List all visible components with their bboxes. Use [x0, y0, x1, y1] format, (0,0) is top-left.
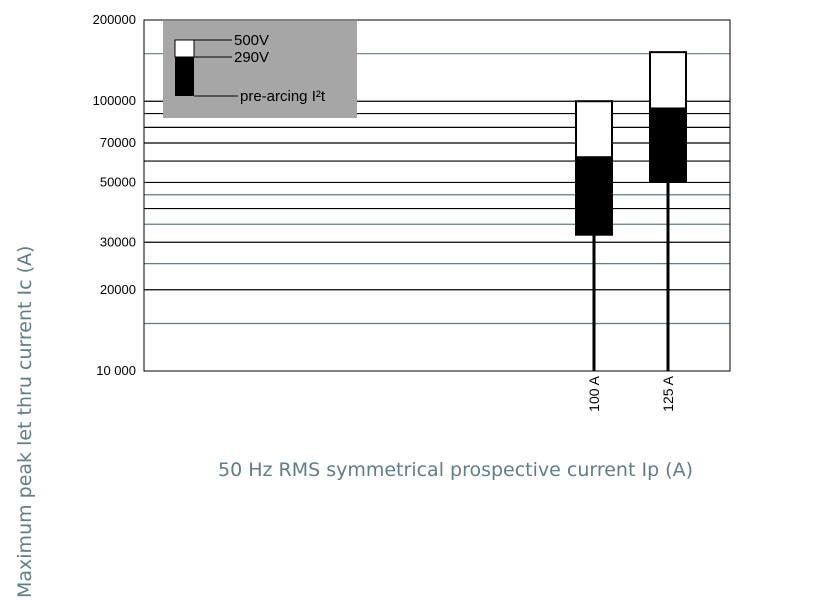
y-tick-label: 50000 — [100, 174, 136, 189]
plot-frame — [143, 19, 731, 372]
x-tick-label: 125 A — [660, 375, 676, 411]
x-axis-label: 50 Hz RMS symmetrical prospective curren… — [218, 459, 693, 481]
y-tick-label: 10 000 — [96, 363, 136, 378]
y-tick-label: 20000 — [100, 282, 136, 297]
bar-500v — [649, 51, 687, 110]
legend-label-500v: 500V — [234, 32, 269, 49]
x-tick-labels: 100 A 125 A — [586, 375, 676, 411]
bar-290v — [575, 156, 613, 236]
bar-290v — [649, 107, 687, 183]
legend-label-290v: 290V — [234, 49, 269, 66]
y-tick-label: 30000 — [100, 234, 136, 249]
bar-500v — [575, 100, 613, 159]
y-tick-label: 70000 — [100, 135, 136, 150]
bars — [575, 51, 687, 371]
legend-background — [163, 21, 357, 118]
legend: 500V 290V pre-arcing I²t — [163, 21, 357, 118]
legend-swatch-500v — [174, 39, 195, 58]
legend-swatch-290v — [175, 57, 194, 96]
x-tick-label: 100 A — [586, 375, 602, 411]
y-tick-label: 100000 — [93, 93, 136, 108]
legend-label-prearcing: pre-arcing I²t — [240, 88, 326, 105]
y-tick-label: 200000 — [93, 12, 136, 27]
y-axis-label: Maximum peak let thru current Ic (A) — [14, 246, 36, 598]
